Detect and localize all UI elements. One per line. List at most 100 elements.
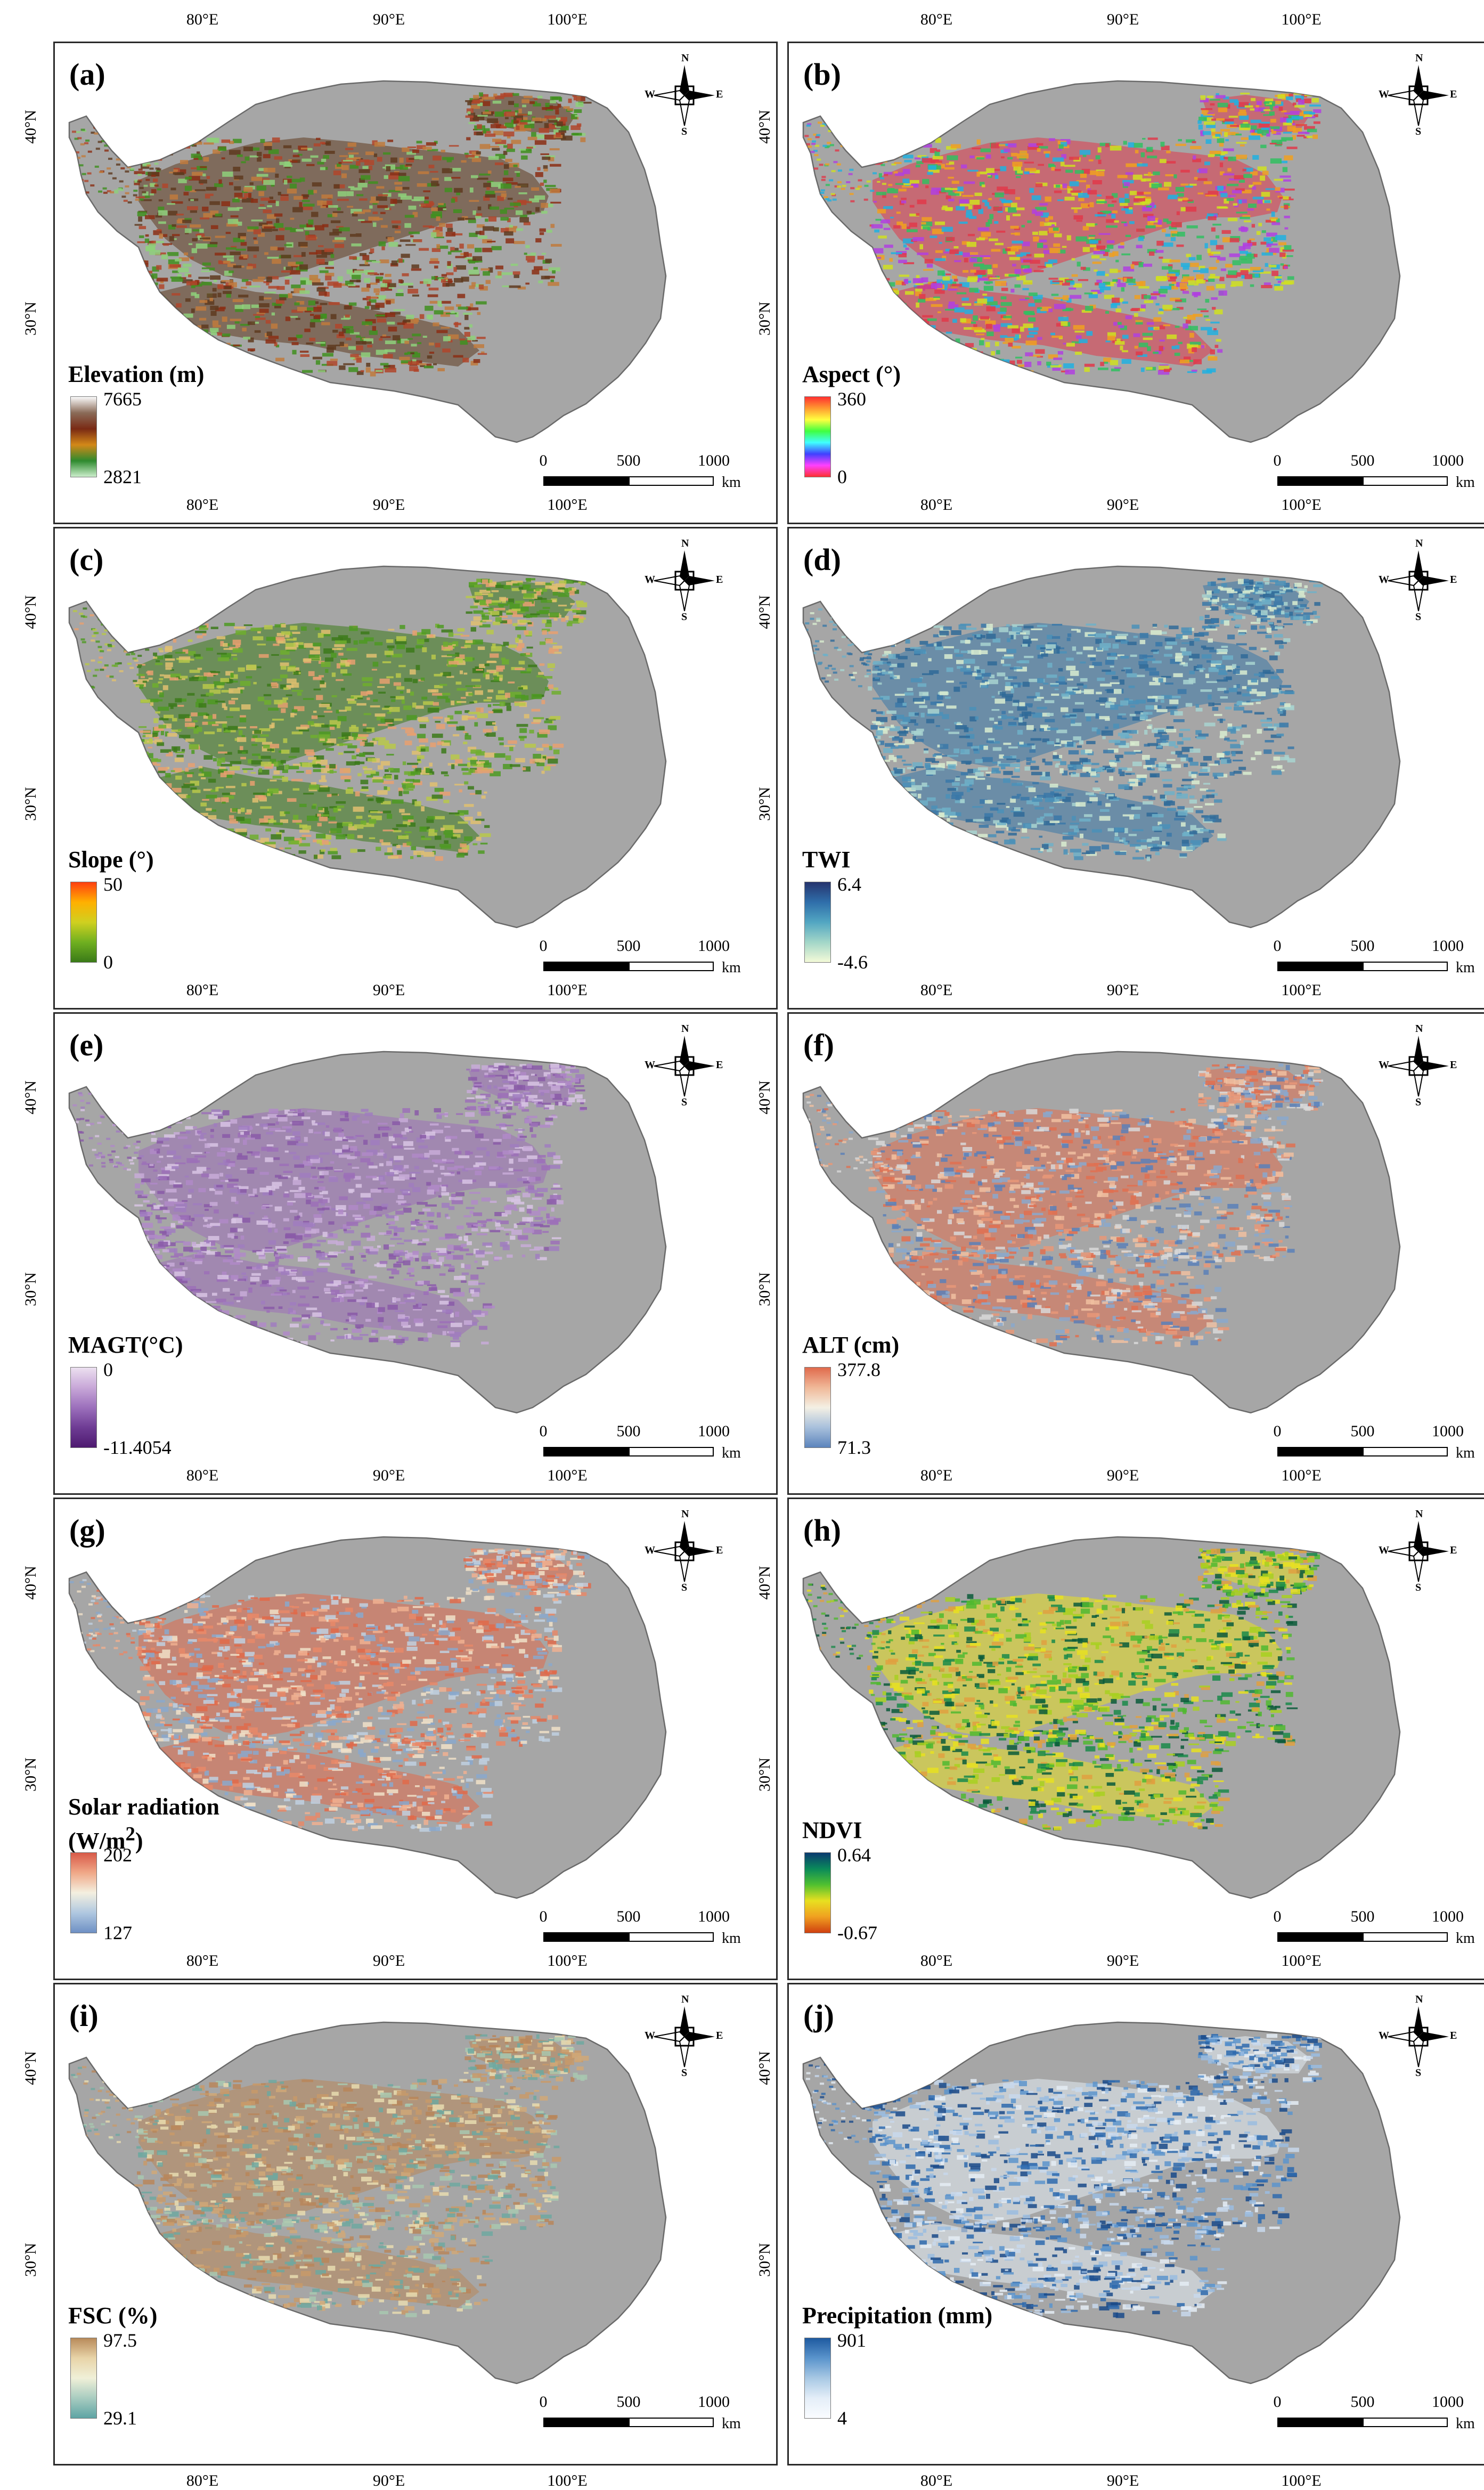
compass-s: S: [681, 611, 687, 623]
panel-letter: (b): [803, 56, 841, 92]
latitude-label: 40°N: [756, 1080, 774, 1114]
scale-segment-white: [629, 1447, 714, 1456]
panel-letter: (c): [69, 542, 103, 577]
compass-e: E: [1450, 1059, 1457, 1071]
plateau-outline: [803, 2022, 1400, 2383]
scale-segment-black: [543, 962, 629, 971]
colorbar-min: 71.3: [837, 1436, 871, 1459]
longitude-label: 80°E: [186, 1952, 218, 1970]
scale-unit: km: [1456, 1445, 1475, 1462]
scale-segment-white: [1363, 1447, 1448, 1456]
longitude-label: 100°E: [547, 496, 587, 514]
longitude-label: 90°E: [373, 981, 405, 999]
latitude-label: 30°N: [756, 302, 774, 336]
longitude-label: 100°E: [1281, 11, 1321, 29]
scale-segment-white: [629, 1932, 714, 1942]
scale-tick: 0: [540, 2393, 548, 2411]
longitude-label: 80°E: [920, 11, 952, 29]
longitude-label: 90°E: [1107, 11, 1139, 29]
colorbar-max: 7665: [103, 388, 142, 410]
scale-segment-black: [543, 476, 629, 486]
map-panel-j: (j)80°E80°E90°E90°E100°E100°E40°N40°N30°…: [787, 1983, 1484, 2465]
longitude-label: 90°E: [1107, 1952, 1139, 1970]
scale-tick: 500: [1351, 1908, 1375, 1926]
latitude-label: 30°N: [22, 1272, 40, 1306]
scale-segment-black: [1277, 476, 1363, 486]
compass-n: N: [1415, 52, 1423, 64]
scale-tick: 0: [1274, 1422, 1282, 1441]
legend-title: ALT (cm): [802, 1332, 899, 1358]
colorbar-min: 2821: [103, 466, 142, 488]
colorbar: [70, 396, 97, 477]
latitude-label: 40°N: [22, 110, 40, 144]
longitude-label: 100°E: [547, 981, 587, 999]
longitude-label: 90°E: [373, 1467, 405, 1485]
latitude-label: 40°N: [756, 110, 774, 144]
compass-e: E: [716, 574, 723, 586]
scale-segment-white: [629, 962, 714, 971]
scale-tick: 500: [617, 1422, 641, 1441]
scale-unit: km: [1456, 1930, 1475, 1947]
longitude-label: 90°E: [373, 1952, 405, 1970]
colorbar: [70, 1367, 97, 1448]
scale-unit: km: [722, 1930, 741, 1947]
compass-n: N: [1415, 1508, 1423, 1520]
latitude-label: 40°N: [22, 1080, 40, 1114]
scale-tick: 0: [540, 937, 548, 955]
longitude-label: 90°E: [1107, 1467, 1139, 1485]
longitude-label: 80°E: [920, 1952, 952, 1970]
scale-segment-white: [1363, 2418, 1448, 2427]
scale-segment-black: [1277, 1932, 1363, 1942]
scale-unit: km: [1456, 2415, 1475, 2432]
scale-tick: 1000: [1432, 937, 1464, 955]
colorbar: [70, 882, 97, 963]
scale-tick: 500: [1351, 2393, 1375, 2411]
colorbar: [804, 1367, 831, 1448]
scale-unit: km: [722, 959, 741, 977]
map-panel-b: (b)80°E80°E90°E90°E100°E100°E40°N40°N30°…: [787, 42, 1484, 524]
longitude-label: 80°E: [186, 981, 218, 999]
map-panel-e: (e)80°E80°E90°E90°E100°E100°E40°N40°N30°…: [53, 1012, 778, 1495]
legend-title: Solar radiation(W/m2): [68, 1794, 219, 1854]
longitude-label: 80°E: [920, 2472, 952, 2490]
compass-n: N: [681, 1993, 689, 2006]
latitude-label: 40°N: [756, 1566, 774, 1600]
latitude-label: 40°N: [22, 2051, 40, 2085]
longitude-label: 90°E: [1107, 2472, 1139, 2490]
scale-unit: km: [722, 2415, 741, 2432]
latitude-label: 40°N: [756, 2051, 774, 2085]
compass-s: S: [681, 126, 687, 138]
latitude-label: 30°N: [756, 1757, 774, 1792]
scale-tick: 0: [1274, 2393, 1282, 2411]
longitude-label: 90°E: [373, 496, 405, 514]
compass-e: E: [1450, 574, 1457, 586]
longitude-label: 100°E: [1281, 981, 1321, 999]
colorbar-min: -4.6: [837, 951, 868, 973]
longitude-label: 100°E: [547, 1952, 587, 1970]
scale-tick: 500: [617, 2393, 641, 2411]
scale-tick: 500: [617, 452, 641, 470]
panel-letter: (e): [69, 1027, 103, 1063]
compass-s: S: [1415, 1096, 1421, 1109]
compass-n: N: [681, 52, 689, 64]
longitude-label: 80°E: [186, 2472, 218, 2490]
latitude-label: 30°N: [22, 302, 40, 336]
scale-tick: 0: [1274, 1908, 1282, 1926]
compass-e: E: [1450, 2030, 1457, 2042]
compass-n: N: [1415, 538, 1423, 550]
compass-w: W: [645, 1059, 655, 1071]
map-panel-f: (f)80°E80°E90°E90°E100°E100°E40°N40°N30°…: [787, 1012, 1484, 1495]
legend-title: NDVI: [802, 1817, 862, 1844]
longitude-label: 100°E: [1281, 2472, 1321, 2490]
latitude-label: 30°N: [22, 2243, 40, 2277]
